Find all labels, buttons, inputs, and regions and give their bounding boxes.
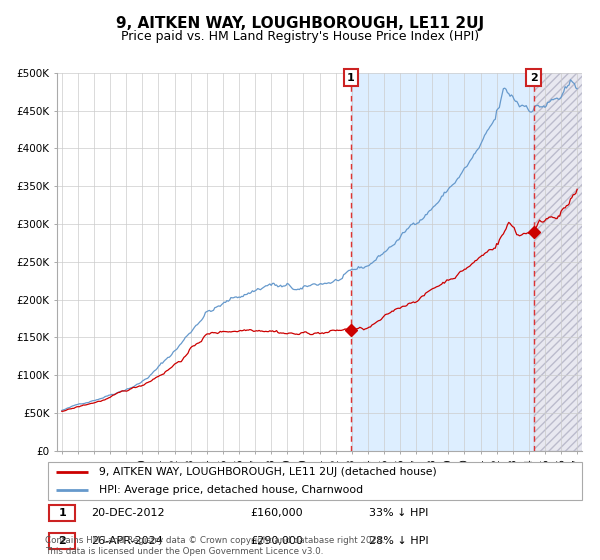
Text: £290,000: £290,000 [250,536,303,546]
Text: Contains HM Land Registry data © Crown copyright and database right 2024.
This d: Contains HM Land Registry data © Crown c… [45,536,385,556]
Text: 9, AITKEN WAY, LOUGHBOROUGH, LE11 2UJ: 9, AITKEN WAY, LOUGHBOROUGH, LE11 2UJ [116,16,484,31]
Text: 2: 2 [58,536,66,546]
Text: HPI: Average price, detached house, Charnwood: HPI: Average price, detached house, Char… [99,486,363,495]
Text: 2: 2 [530,73,538,83]
Text: 9, AITKEN WAY, LOUGHBOROUGH, LE11 2UJ (detached house): 9, AITKEN WAY, LOUGHBOROUGH, LE11 2UJ (d… [99,467,437,477]
Bar [351,73,533,451]
FancyBboxPatch shape [49,533,75,549]
FancyBboxPatch shape [49,505,75,521]
Text: Price paid vs. HM Land Registry's House Price Index (HPI): Price paid vs. HM Land Registry's House … [121,30,479,43]
Text: £160,000: £160,000 [250,508,303,518]
Text: 1: 1 [347,73,355,83]
Text: 33% ↓ HPI: 33% ↓ HPI [369,508,428,518]
FancyBboxPatch shape [48,462,582,500]
Text: 26-APR-2024: 26-APR-2024 [91,536,163,546]
Text: 28% ↓ HPI: 28% ↓ HPI [369,536,428,546]
Text: 20-DEC-2012: 20-DEC-2012 [91,508,164,518]
Text: 1: 1 [58,508,66,518]
Bar [533,73,598,451]
